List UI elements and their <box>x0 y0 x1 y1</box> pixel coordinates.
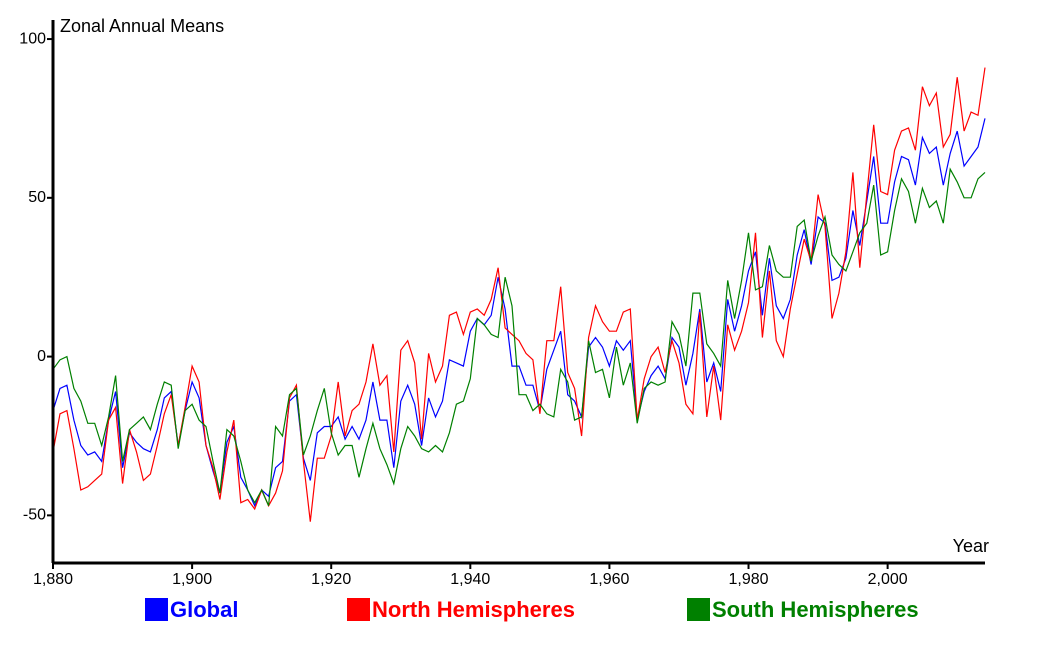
x-tick-label: 1,920 <box>311 571 351 588</box>
x-tick-label: 2,000 <box>868 571 908 588</box>
legend-swatch <box>687 598 710 621</box>
y-tick-label: 0 <box>37 348 46 365</box>
legend-label: North Hemispheres <box>372 597 575 622</box>
x-tick-label: 1,940 <box>450 571 490 588</box>
x-tick-label: 1,900 <box>172 571 212 588</box>
legend-swatch <box>347 598 370 621</box>
series-line <box>52 67 986 522</box>
x-tick-label: 1,960 <box>589 571 629 588</box>
x-tick-label: 1,980 <box>728 571 768 588</box>
x-axis-label: Year <box>953 536 989 556</box>
legend-label: Global <box>170 597 238 622</box>
y-tick-label: -50 <box>23 507 46 524</box>
legend-label: South Hemispheres <box>712 597 919 622</box>
series-line <box>52 167 986 507</box>
legend-swatch <box>145 598 168 621</box>
y-axis-label: Zonal Annual Means <box>60 16 224 36</box>
y-tick-label: 50 <box>28 189 46 206</box>
series-line <box>52 118 986 508</box>
x-tick-label: 1,880 <box>33 571 73 588</box>
y-tick-label: 100 <box>19 30 46 47</box>
